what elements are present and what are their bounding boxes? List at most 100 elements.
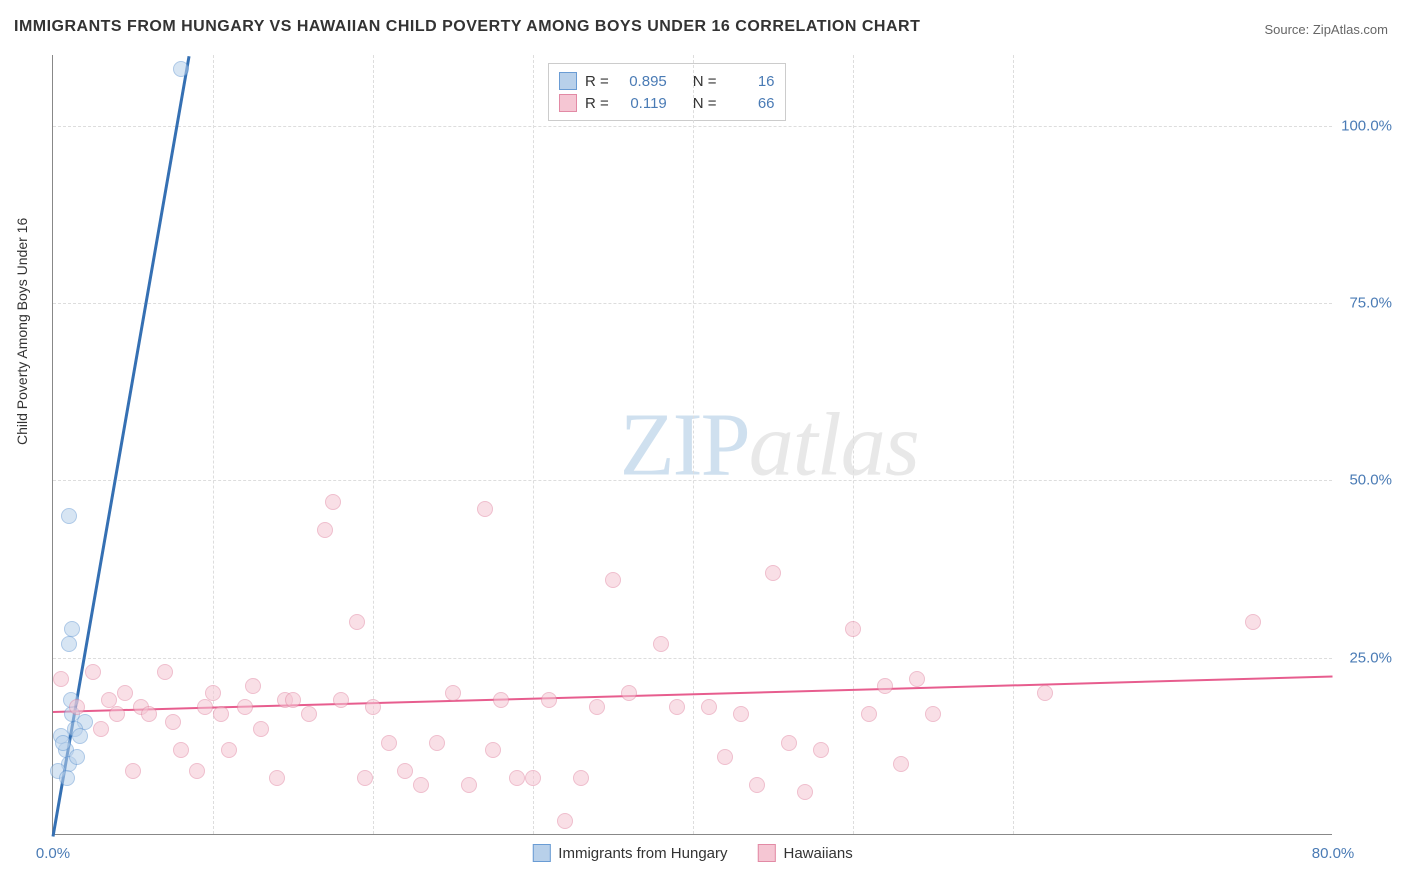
scatter-point-series-2	[93, 721, 109, 737]
scatter-point-series-2	[381, 735, 397, 751]
legend-label-2: Hawaiians	[784, 845, 853, 862]
scatter-point-series-2	[485, 742, 501, 758]
scatter-point-series-2	[413, 777, 429, 793]
y-tick-label: 50.0%	[1349, 472, 1392, 489]
scatter-point-series-2	[189, 763, 205, 779]
scatter-point-series-2	[909, 671, 925, 687]
scatter-point-series-2	[525, 770, 541, 786]
gridline-v	[533, 55, 534, 834]
scatter-point-series-1	[61, 508, 77, 524]
scatter-point-series-2	[1245, 614, 1261, 630]
scatter-point-series-2	[717, 749, 733, 765]
stats-swatch-2	[559, 94, 577, 112]
scatter-point-series-1	[72, 728, 88, 744]
stats-n-label: N =	[693, 95, 717, 112]
scatter-point-series-2	[605, 572, 621, 588]
scatter-point-series-1	[64, 621, 80, 637]
scatter-point-series-1	[61, 636, 77, 652]
scatter-point-series-2	[325, 494, 341, 510]
y-tick-label: 100.0%	[1341, 117, 1392, 134]
gridline-v	[1013, 55, 1014, 834]
scatter-point-series-2	[269, 770, 285, 786]
scatter-point-series-2	[365, 699, 381, 715]
scatter-point-series-2	[157, 664, 173, 680]
x-tick-label-max: 80.0%	[1312, 845, 1355, 862]
scatter-point-series-2	[781, 735, 797, 751]
stats-r-label: R =	[585, 73, 609, 90]
scatter-point-series-2	[813, 742, 829, 758]
scatter-point-series-2	[573, 770, 589, 786]
source-name: ZipAtlas.com	[1313, 22, 1388, 37]
scatter-point-series-1	[69, 749, 85, 765]
scatter-point-series-2	[165, 714, 181, 730]
scatter-point-series-2	[141, 706, 157, 722]
scatter-point-series-2	[749, 777, 765, 793]
scatter-point-series-2	[253, 721, 269, 737]
scatter-point-series-2	[925, 706, 941, 722]
scatter-point-series-1	[59, 770, 75, 786]
scatter-point-series-2	[509, 770, 525, 786]
stats-row-series-2: R = 0.119 N = 66	[559, 92, 775, 114]
y-tick-label: 25.0%	[1349, 649, 1392, 666]
scatter-point-series-2	[797, 784, 813, 800]
x-tick-label-min: 0.0%	[36, 845, 70, 862]
gridline-v	[693, 55, 694, 834]
legend-swatch-2	[758, 844, 776, 862]
scatter-point-series-2	[493, 692, 509, 708]
scatter-point-series-1	[173, 61, 189, 77]
scatter-point-series-2	[445, 685, 461, 701]
chart-source: Source: ZipAtlas.com	[1264, 22, 1388, 37]
stats-box: R = 0.895 N = 16 R = 0.119 N = 66	[548, 63, 786, 121]
scatter-point-series-2	[733, 706, 749, 722]
scatter-point-series-2	[205, 685, 221, 701]
scatter-point-series-2	[333, 692, 349, 708]
stats-n-label: N =	[693, 73, 717, 90]
scatter-point-series-2	[357, 770, 373, 786]
scatter-point-series-2	[69, 699, 85, 715]
scatter-point-series-2	[285, 692, 301, 708]
scatter-point-series-2	[845, 621, 861, 637]
scatter-point-series-2	[117, 685, 133, 701]
stats-n-value-1: 16	[725, 73, 775, 90]
gridline-v	[853, 55, 854, 834]
scatter-point-series-2	[429, 735, 445, 751]
source-prefix: Source:	[1264, 22, 1312, 37]
scatter-point-series-2	[621, 685, 637, 701]
scatter-point-series-2	[173, 742, 189, 758]
scatter-point-series-2	[221, 742, 237, 758]
chart-container: IMMIGRANTS FROM HUNGARY VS HAWAIIAN CHIL…	[0, 0, 1406, 892]
scatter-point-series-2	[125, 763, 141, 779]
legend-label-1: Immigrants from Hungary	[558, 845, 727, 862]
scatter-point-series-2	[85, 664, 101, 680]
y-axis-label: Child Poverty Among Boys Under 16	[14, 218, 30, 445]
watermark-atlas: atlas	[749, 395, 919, 494]
scatter-point-series-2	[669, 699, 685, 715]
stats-r-value-1: 0.895	[617, 73, 667, 90]
scatter-point-series-2	[877, 678, 893, 694]
stats-swatch-1	[559, 72, 577, 90]
scatter-point-series-2	[349, 614, 365, 630]
scatter-point-series-2	[557, 813, 573, 829]
y-tick-label: 75.0%	[1349, 295, 1392, 312]
stats-n-value-2: 66	[725, 95, 775, 112]
scatter-point-series-2	[477, 501, 493, 517]
scatter-point-series-2	[109, 706, 125, 722]
legend-item-2: Hawaiians	[758, 844, 853, 862]
scatter-point-series-2	[541, 692, 557, 708]
scatter-point-series-2	[317, 522, 333, 538]
scatter-point-series-2	[765, 565, 781, 581]
scatter-point-series-2	[53, 671, 69, 687]
scatter-point-series-1	[55, 735, 71, 751]
stats-r-label: R =	[585, 95, 609, 112]
stats-row-series-1: R = 0.895 N = 16	[559, 70, 775, 92]
scatter-point-series-2	[461, 777, 477, 793]
gridline-v	[373, 55, 374, 834]
scatter-point-series-2	[213, 706, 229, 722]
legend-item-1: Immigrants from Hungary	[532, 844, 727, 862]
scatter-point-series-2	[701, 699, 717, 715]
scatter-point-series-2	[1037, 685, 1053, 701]
watermark-zip: ZIP	[620, 395, 749, 494]
plot-area: ZIPatlas R = 0.895 N = 16 R = 0.119 N = …	[52, 55, 1332, 835]
bottom-legend: Immigrants from Hungary Hawaiians	[532, 844, 852, 862]
scatter-point-series-2	[301, 706, 317, 722]
